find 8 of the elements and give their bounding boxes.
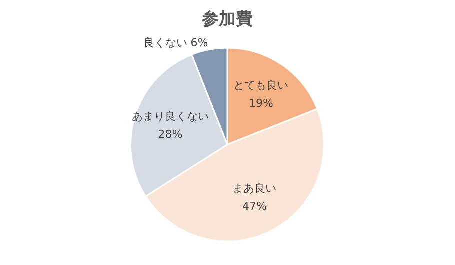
- slice-label: とても良い: [234, 78, 289, 92]
- data-label: 19%: [248, 96, 274, 110]
- data-label: 28%: [158, 128, 183, 142]
- slice-label: あまり良くない: [132, 110, 209, 124]
- slice-label: まあ良い: [232, 182, 277, 196]
- slice-label: 良くない 6%: [143, 36, 208, 50]
- data-label: 47%: [242, 200, 267, 214]
- chart-title: 参加費: [201, 10, 253, 30]
